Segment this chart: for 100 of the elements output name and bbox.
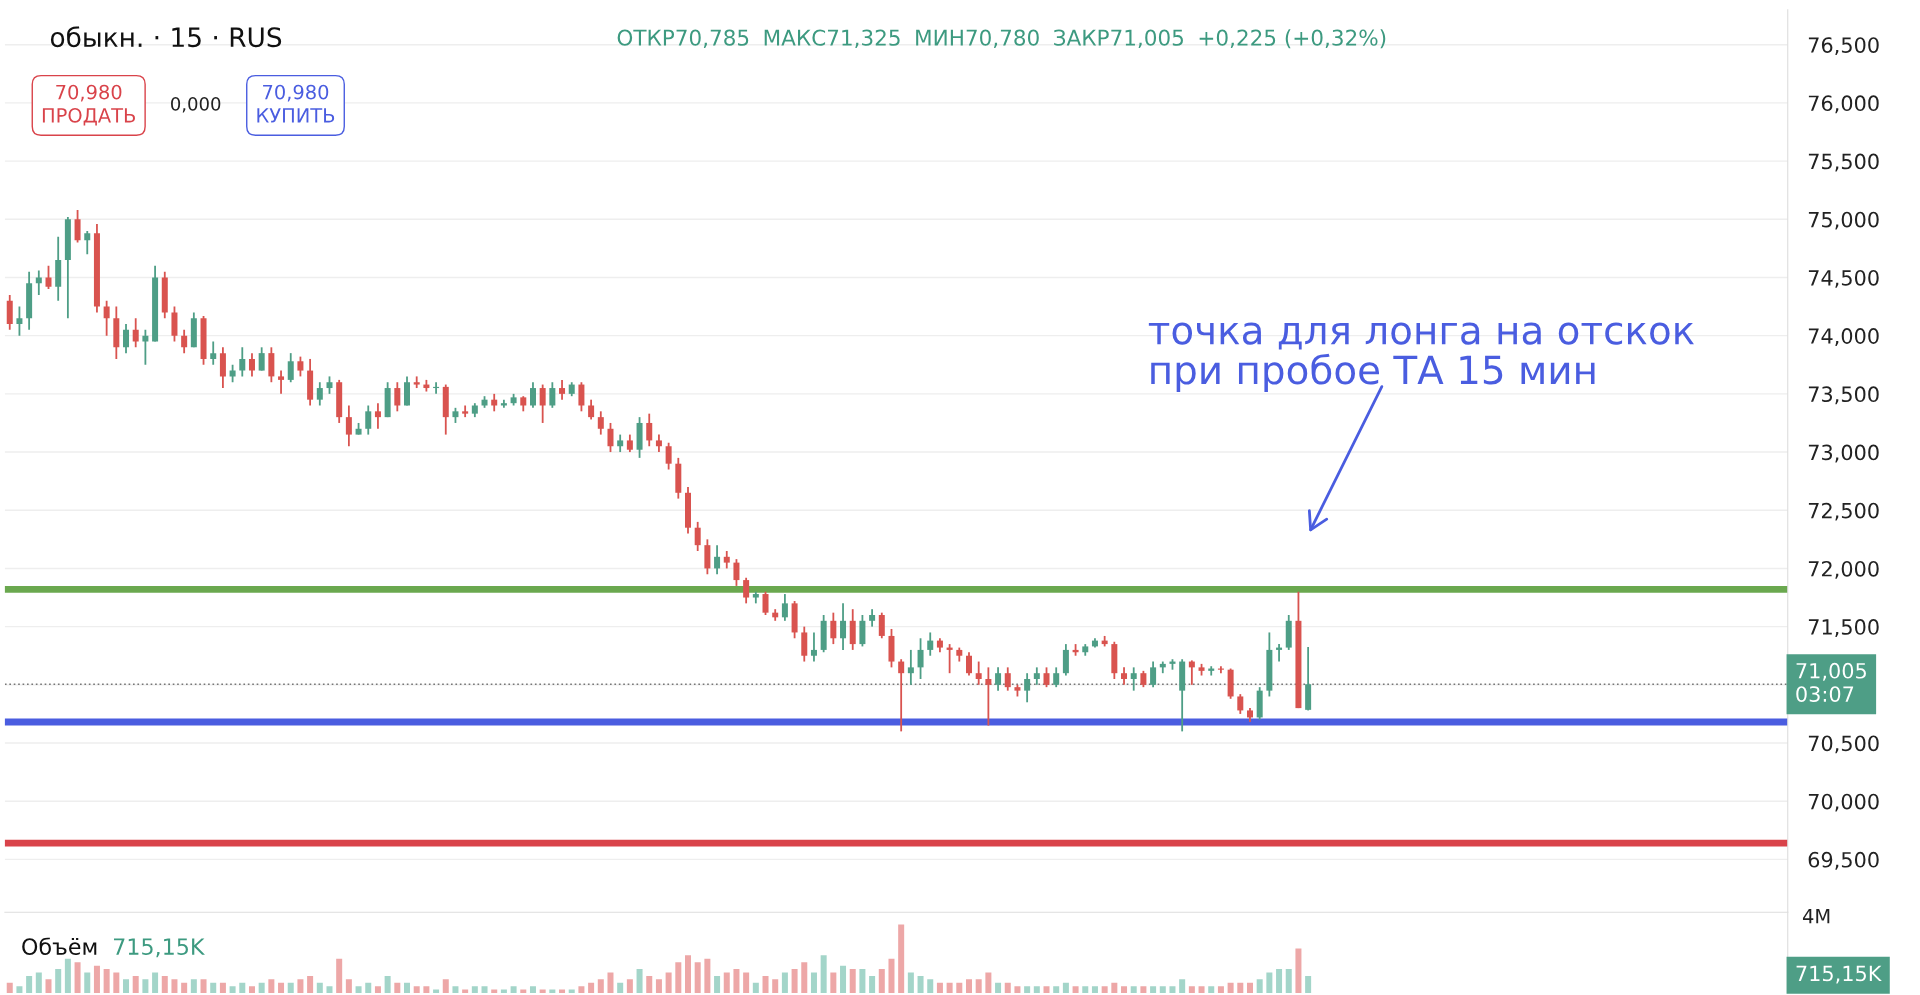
bar	[1208, 986, 1215, 994]
candlestick	[239, 346, 246, 378]
bar	[1033, 986, 1040, 994]
annotation: ОТКР70,785	[617, 29, 749, 48]
bar	[898, 924, 905, 994]
bar	[936, 982, 943, 994]
candlestick	[597, 410, 604, 436]
bar	[714, 975, 721, 994]
bar	[278, 982, 285, 994]
candlestick	[1053, 666, 1060, 689]
bar	[113, 972, 120, 994]
bar	[1043, 986, 1050, 994]
bar	[578, 986, 585, 994]
bar	[529, 986, 536, 994]
y-tick-label: 73,000	[1808, 444, 1879, 463]
candlestick	[733, 558, 740, 587]
chart-title: Объём	[22, 937, 97, 956]
candlestick	[16, 305, 23, 337]
bar	[869, 975, 876, 994]
bar	[801, 962, 808, 994]
bar	[1266, 972, 1273, 994]
bar	[1227, 982, 1234, 994]
bar	[374, 986, 381, 994]
bar	[840, 965, 847, 994]
candlestick	[132, 317, 139, 349]
bar	[394, 982, 401, 994]
bar	[917, 975, 924, 994]
bar	[336, 958, 343, 994]
bar	[1198, 986, 1205, 994]
bar	[219, 982, 226, 994]
candlestick	[258, 346, 265, 372]
bar	[190, 979, 197, 994]
ref-line-label: 71,005 03:07	[1796, 662, 1866, 702]
candlestick	[743, 576, 750, 605]
candlestick	[1043, 666, 1050, 689]
bar	[1276, 969, 1283, 994]
annotation: +0,225 (+0,32%)	[1199, 29, 1386, 49]
candlestick	[219, 346, 226, 389]
bar	[287, 982, 294, 994]
y-tick-label: 71,500	[1808, 619, 1879, 637]
bar	[636, 969, 643, 994]
bar	[1188, 986, 1195, 994]
y-tick-label: 69,500	[1808, 851, 1879, 870]
bar	[365, 982, 372, 994]
candlestick	[345, 404, 352, 448]
candlestick	[171, 305, 178, 343]
bar	[510, 986, 517, 994]
candlestick	[917, 637, 924, 680]
annotation: МИН70,780	[916, 29, 1039, 48]
candlestick	[878, 611, 885, 640]
y-tick-label: 72,500	[1808, 502, 1879, 521]
candlestick	[316, 381, 323, 407]
bar	[1130, 986, 1137, 994]
candlestick	[181, 328, 188, 355]
bar	[655, 979, 662, 994]
candlestick	[859, 614, 866, 648]
text: 4M	[1802, 909, 1830, 924]
bar	[1169, 986, 1176, 994]
bar	[1179, 979, 1186, 994]
bar	[1062, 982, 1069, 994]
bar	[64, 958, 71, 994]
candlestick	[123, 323, 130, 355]
bar	[694, 962, 701, 994]
bar	[326, 986, 333, 994]
candlestick	[810, 631, 817, 663]
candlestick	[1004, 666, 1011, 692]
bar	[1150, 986, 1157, 994]
candlestick	[1150, 660, 1157, 689]
bar	[413, 986, 420, 994]
bar	[1295, 948, 1302, 994]
bar	[142, 979, 149, 994]
candlestick	[103, 299, 110, 337]
bar	[239, 982, 246, 994]
candlestick	[278, 369, 285, 395]
bar	[1111, 982, 1118, 994]
bar	[588, 982, 595, 994]
bar	[704, 958, 711, 994]
bar	[733, 969, 740, 994]
bar	[181, 982, 188, 994]
bar	[1014, 986, 1021, 994]
bar	[1285, 969, 1292, 994]
bar	[74, 962, 81, 994]
candlestick	[694, 520, 701, 552]
candlestick	[210, 340, 217, 366]
candlestick	[849, 608, 856, 651]
candlestick	[394, 381, 401, 413]
bar	[1159, 986, 1166, 994]
bar	[597, 979, 604, 994]
bar	[626, 979, 633, 994]
candlestick	[529, 381, 536, 409]
bar	[1072, 986, 1079, 994]
candlestick	[35, 269, 42, 296]
candlestick	[549, 381, 556, 409]
candlestick	[830, 611, 837, 645]
bar	[830, 972, 837, 994]
candlestick	[965, 651, 972, 677]
bar	[985, 972, 992, 994]
y-tick-label: 75,500	[1808, 153, 1879, 172]
bar	[772, 979, 779, 994]
text: обыкн. · 15 · RUS	[50, 26, 282, 48]
